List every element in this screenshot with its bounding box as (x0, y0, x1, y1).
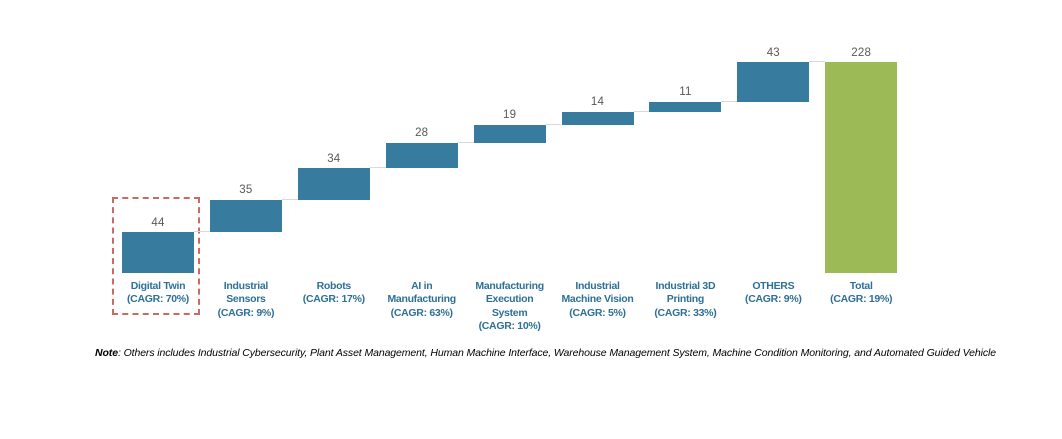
footnote: Note: Others includes Industrial Cyberse… (95, 347, 1025, 359)
segment-bar (737, 62, 810, 102)
bar-value-label: 14 (590, 96, 605, 109)
bar-value-label: 44 (151, 216, 165, 229)
category-label-line: Printing (666, 293, 705, 305)
segment-bar (649, 101, 722, 112)
bar-value-label: 43 (766, 46, 780, 59)
category-label-line: OTHERS (752, 279, 795, 292)
segment-bar (297, 168, 370, 200)
bar-value-label: 19 (502, 109, 517, 122)
category-label-line: (CAGR: 17%) (302, 293, 365, 305)
category-label-line: Industrial (223, 279, 269, 292)
category-label-line: Digital Twin (130, 279, 186, 292)
category-label-line: (CAGR: 33%) (654, 306, 717, 319)
category-label-line: (CAGR: 10%) (478, 320, 541, 332)
category-label-line: (CAGR: 5%) (569, 306, 626, 319)
segment-bar (561, 111, 634, 125)
category-label-line: Execution (485, 293, 534, 305)
category-label-line: (CAGR: 63%) (390, 306, 453, 319)
bar-value-label: 228 (851, 46, 872, 59)
segment-bar (209, 199, 282, 233)
bar-value-label: 11 (679, 86, 692, 99)
waterfall-connector (369, 167, 386, 169)
segment-bar (122, 232, 194, 273)
footnote-text: : Others includes Industrial Cybersecuri… (117, 347, 997, 359)
bar-value-label: 35 (239, 184, 253, 197)
segment-bar (385, 142, 458, 169)
category-label-line: Total (849, 279, 873, 292)
bar-value-label: 34 (327, 152, 341, 165)
category-label-line: (CAGR: 70%) (126, 293, 190, 305)
category-label: OTHERS (CAGR: 9%) (721, 280, 825, 307)
footnote-prefix: Note (95, 347, 118, 359)
category-label-line: System (491, 306, 528, 319)
category-label-line: (CAGR: 9%) (217, 306, 275, 319)
category-label-line: Machine Vision (561, 293, 634, 305)
category-label-line: Manufacturing (387, 293, 456, 305)
category-label-line: Industrial (575, 279, 620, 292)
category-label: Manufacturing Execution System (CAGR: 10%) (458, 280, 562, 334)
waterfall-connector (633, 110, 650, 112)
category-label: Industrial 3D Printing (CAGR: 33%) (633, 280, 737, 321)
category-label-line: Manufacturing (475, 279, 544, 292)
waterfall-connector (194, 231, 210, 233)
waterfall-connector (457, 141, 474, 143)
waterfall-connector (809, 61, 826, 62)
category-label-line: Sensors (226, 293, 266, 305)
total-bar (825, 62, 898, 273)
waterfall-connector (281, 198, 298, 200)
category-label: Robots (CAGR: 17%) (282, 280, 386, 307)
highlight-box (112, 197, 200, 315)
category-label-line: AI in (411, 279, 433, 292)
bar-value-label: 28 (415, 127, 429, 139)
category-label: Industrial Machine Vision (CAGR: 5%) (546, 280, 650, 321)
waterfall-connector (721, 100, 738, 102)
category-label: Total (CAGR: 19%) (809, 280, 913, 307)
category-label: Digital Twin (CAGR: 70%) (106, 280, 210, 307)
waterfall-connector (545, 123, 562, 125)
category-label-line: (CAGR: 19%) (830, 293, 893, 305)
segment-bar (473, 124, 546, 143)
category-label-line: (CAGR: 9%) (745, 293, 802, 305)
category-label-line: Industrial 3D (655, 279, 716, 292)
category-label: AI in Manufacturing (CAGR: 63%) (370, 280, 474, 321)
category-label: Industrial Sensors (CAGR: 9%) (194, 280, 298, 321)
category-label-line: Robots (316, 279, 352, 292)
